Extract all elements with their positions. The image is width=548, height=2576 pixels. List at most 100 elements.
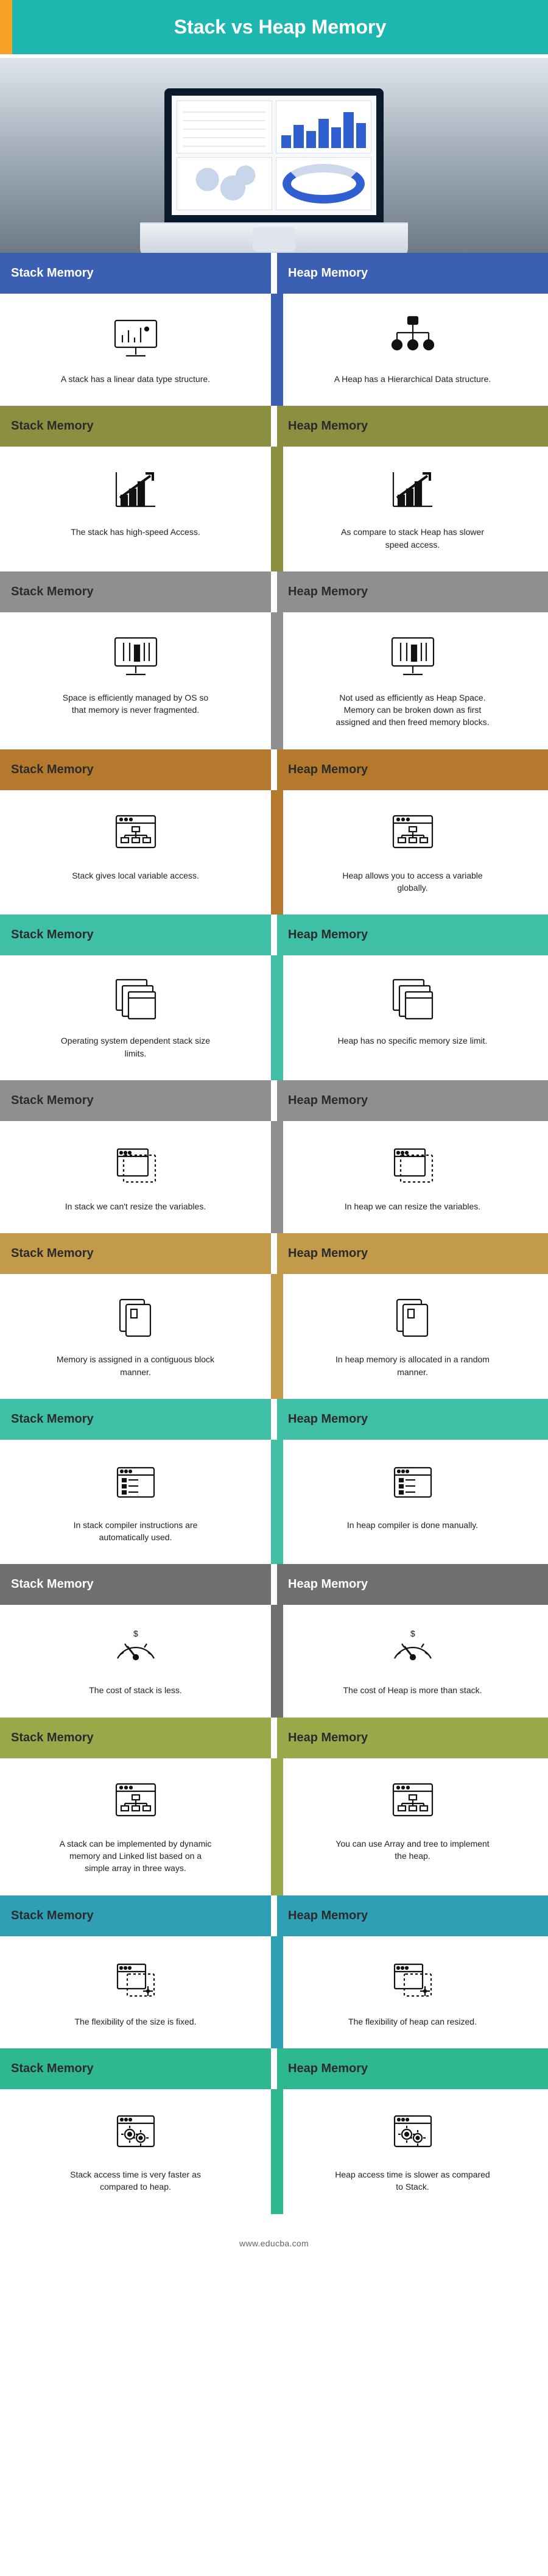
- row-header: Stack MemoryHeap Memory: [0, 1718, 548, 1758]
- header-right: Heap Memory: [277, 1718, 548, 1758]
- right-desc: In heap memory is allocated in a random …: [334, 1353, 492, 1378]
- header-left: Stack Memory: [0, 1564, 271, 1605]
- body-right: A Heap has a Hierarchical Data structure…: [277, 294, 548, 406]
- hierarchy-icon: [314, 311, 511, 364]
- window-dashed-target-icon: [37, 1953, 234, 2007]
- left-desc: In stack compiler instructions are autom…: [57, 1519, 215, 1544]
- row-header: Stack MemoryHeap Memory: [0, 1080, 548, 1121]
- window-gears-icon: [314, 2106, 511, 2160]
- hero-image: [0, 58, 548, 253]
- body-divider: [271, 790, 277, 915]
- header-right: Heap Memory: [277, 1564, 548, 1605]
- stacked-windows-icon: [314, 972, 511, 1026]
- body-right: In heap compiler is done manually.: [277, 1440, 548, 1565]
- window-tree-icon: [314, 1775, 511, 1829]
- body-right: $ The cost of Heap is more than stack.: [277, 1605, 548, 1717]
- page-title: Stack vs Heap Memory: [12, 0, 548, 54]
- svg-text:$: $: [133, 1629, 138, 1638]
- window-dashed-target-icon: [314, 1953, 511, 2007]
- body-left: $The cost of stack is less.: [0, 1605, 271, 1717]
- right-desc: Heap has no specific memory size limit.: [334, 1035, 492, 1047]
- hero-panel-map: [177, 157, 272, 210]
- header-left: Stack Memory: [0, 1895, 271, 1936]
- body-left: Stack access time is very faster as comp…: [0, 2089, 271, 2214]
- body-right: In heap memory is allocated in a random …: [277, 1274, 548, 1399]
- window-list-icon: [314, 1457, 511, 1510]
- body-left: Operating system dependent stack size li…: [0, 955, 271, 1080]
- growth-arrow-icon: [37, 464, 234, 517]
- header-divider: [271, 253, 277, 294]
- header-divider: [271, 2048, 277, 2089]
- comparison-rows: Stack MemoryHeap MemoryA stack has a lin…: [0, 253, 548, 2214]
- window-tree-icon: [314, 807, 511, 861]
- header-right: Heap Memory: [277, 1895, 548, 1936]
- body-divider: [271, 1121, 277, 1233]
- monitor-columns-icon: [314, 629, 511, 683]
- row-header: Stack MemoryHeap Memory: [0, 406, 548, 447]
- right-desc: A Heap has a Hierarchical Data structure…: [334, 373, 492, 385]
- body-divider: [271, 294, 277, 406]
- svg-text:$: $: [410, 1629, 415, 1638]
- window-gears-icon: [37, 2106, 234, 2160]
- row-header: Stack MemoryHeap Memory: [0, 1233, 548, 1274]
- header-divider: [271, 1564, 277, 1605]
- row-header: Stack MemoryHeap Memory: [0, 571, 548, 612]
- row-body: $The cost of stack is less.$The cost of …: [0, 1605, 548, 1717]
- left-desc: Stack gives local variable access.: [57, 869, 215, 882]
- gauge-icon: $: [314, 1622, 511, 1675]
- row-header: Stack MemoryHeap Memory: [0, 1895, 548, 1936]
- body-left: A stack has a linear data type structure…: [0, 294, 271, 406]
- left-desc: In stack we can't resize the variables.: [57, 1200, 215, 1212]
- left-desc: The flexibility of the size is fixed.: [57, 2015, 215, 2028]
- hero-panel-donut: [276, 157, 371, 210]
- left-desc: The stack has high-speed Access.: [57, 526, 215, 538]
- header-divider: [271, 1080, 277, 1121]
- window-dashed-icon: [37, 1138, 234, 1192]
- growth-arrow-icon: [314, 464, 511, 517]
- header-left: Stack Memory: [0, 2048, 271, 2089]
- header-left: Stack Memory: [0, 749, 271, 790]
- header-right: Heap Memory: [277, 749, 548, 790]
- body-divider: [271, 1274, 277, 1399]
- monitor-columns-icon: [37, 629, 234, 683]
- header-right: Heap Memory: [277, 1399, 548, 1440]
- header-divider: [271, 571, 277, 612]
- body-divider: [271, 1936, 277, 2048]
- footer-url: www.educba.com: [0, 2214, 548, 2285]
- window-list-icon: [37, 1457, 234, 1510]
- header-divider: [271, 749, 277, 790]
- infographic-page: Stack vs Heap Memory Stack MemoryHeap Me…: [0, 0, 548, 2285]
- header-left: Stack Memory: [0, 1718, 271, 1758]
- row-body: A stack can be implemented by dynamic me…: [0, 1758, 548, 1895]
- header-left: Stack Memory: [0, 406, 271, 447]
- row-body: The flexibility of the size is fixed. The…: [0, 1936, 548, 2048]
- body-divider: [271, 1440, 277, 1565]
- window-dashed-icon: [314, 1138, 511, 1192]
- body-right: You can use Array and tree to implement …: [277, 1758, 548, 1895]
- row-body: Operating system dependent stack size li…: [0, 955, 548, 1080]
- row-body: Stack access time is very faster as comp…: [0, 2089, 548, 2214]
- row-header: Stack MemoryHeap Memory: [0, 2048, 548, 2089]
- body-right: The flexibility of heap can resized.: [277, 1936, 548, 2048]
- body-left: Space is efficiently managed by OS so th…: [0, 612, 271, 749]
- window-tree-icon: [37, 1775, 234, 1829]
- left-desc: A stack can be implemented by dynamic me…: [57, 1838, 215, 1875]
- header-divider: [271, 1233, 277, 1274]
- row-body: Stack gives local variable access.Heap a…: [0, 790, 548, 915]
- hero-panel-bars: [276, 101, 371, 154]
- body-divider: [271, 1605, 277, 1717]
- hero-panel-lines: [177, 101, 272, 154]
- left-desc: Stack access time is very faster as comp…: [57, 2168, 215, 2193]
- header-right: Heap Memory: [277, 253, 548, 294]
- header-left: Stack Memory: [0, 915, 271, 955]
- header-right: Heap Memory: [277, 1080, 548, 1121]
- row-body: In stack compiler instructions are autom…: [0, 1440, 548, 1565]
- body-divider: [271, 1758, 277, 1895]
- laptop-illustration: [140, 88, 408, 253]
- body-left: The flexibility of the size is fixed.: [0, 1936, 271, 2048]
- header-divider: [271, 1895, 277, 1936]
- right-desc: The cost of Heap is more than stack.: [334, 1684, 492, 1696]
- title-accent-strip: [0, 0, 12, 54]
- body-right: As compare to stack Heap has slower spee…: [277, 447, 548, 571]
- header-left: Stack Memory: [0, 253, 271, 294]
